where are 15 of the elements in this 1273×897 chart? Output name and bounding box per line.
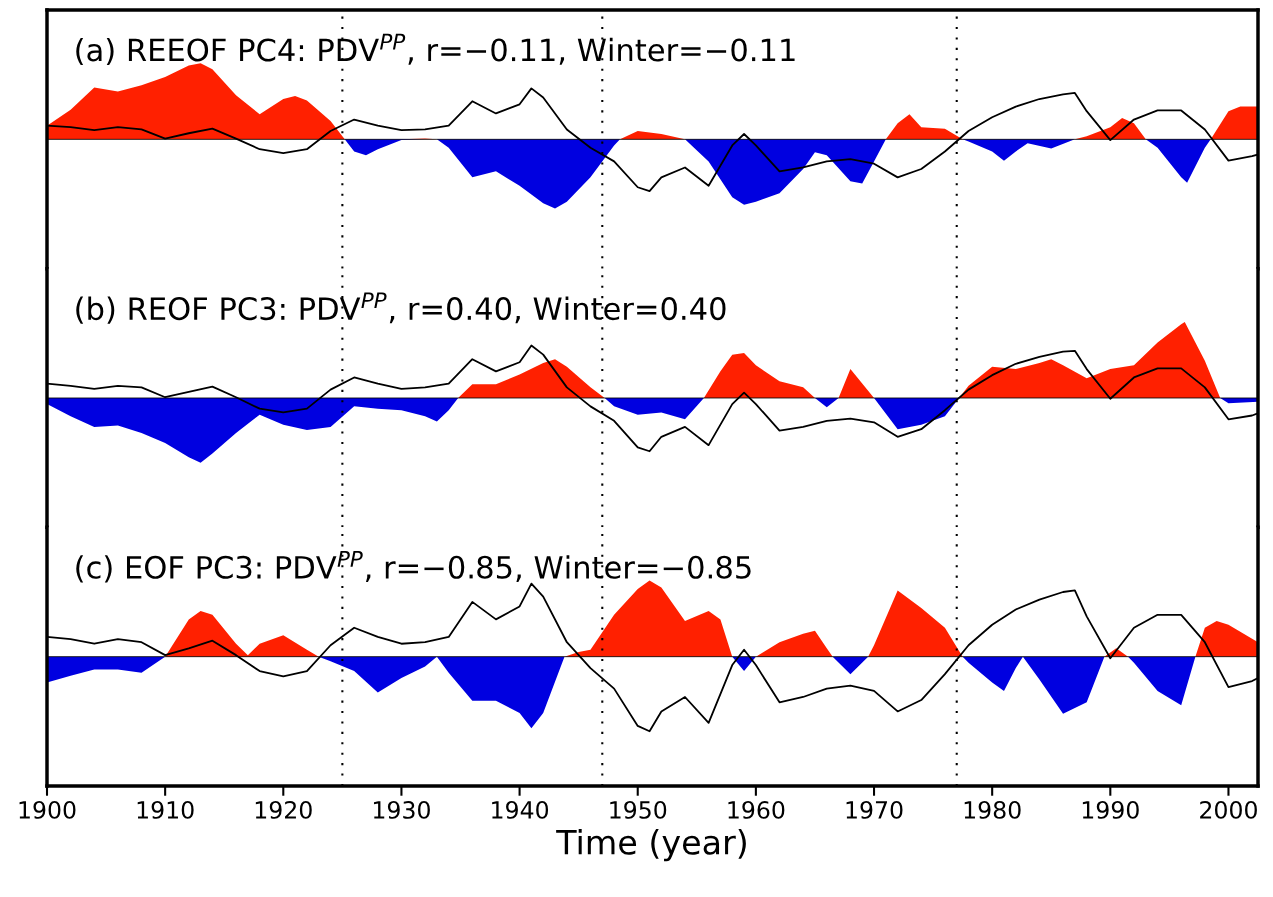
x-tick-label: 1930 [373, 801, 430, 819]
x-tick-label: 1910 [137, 801, 194, 819]
chart-title: (a) REEOF PC4: PDV$^{PP}$, r=−0.11, Winter=−0.11 [76, 33, 795, 66]
x-tick-label: 1950 [610, 801, 667, 819]
x-tick-label: 1960 [728, 801, 785, 819]
x-tick-label: 1940 [492, 801, 549, 819]
chart-title: (b) REOF PC3: PDV$^{PP}$, r=0.40, Winter=0.40 [76, 292, 726, 324]
x-tick-label: 1900 [19, 801, 76, 819]
x-tick-label: 2000 [1200, 801, 1257, 819]
x-tick-label: 1920 [255, 801, 312, 819]
x-tick-label: 1980 [964, 801, 1021, 819]
x-tick-label: 1990 [1082, 801, 1139, 819]
chart-title: (c) EOF PC3: PDV$^{PP}$, r=−0.85, Winter=−0.85 [76, 551, 751, 583]
x-tick-label: 1970 [846, 801, 903, 819]
x-axis-title: Time (year) [556, 828, 746, 862]
